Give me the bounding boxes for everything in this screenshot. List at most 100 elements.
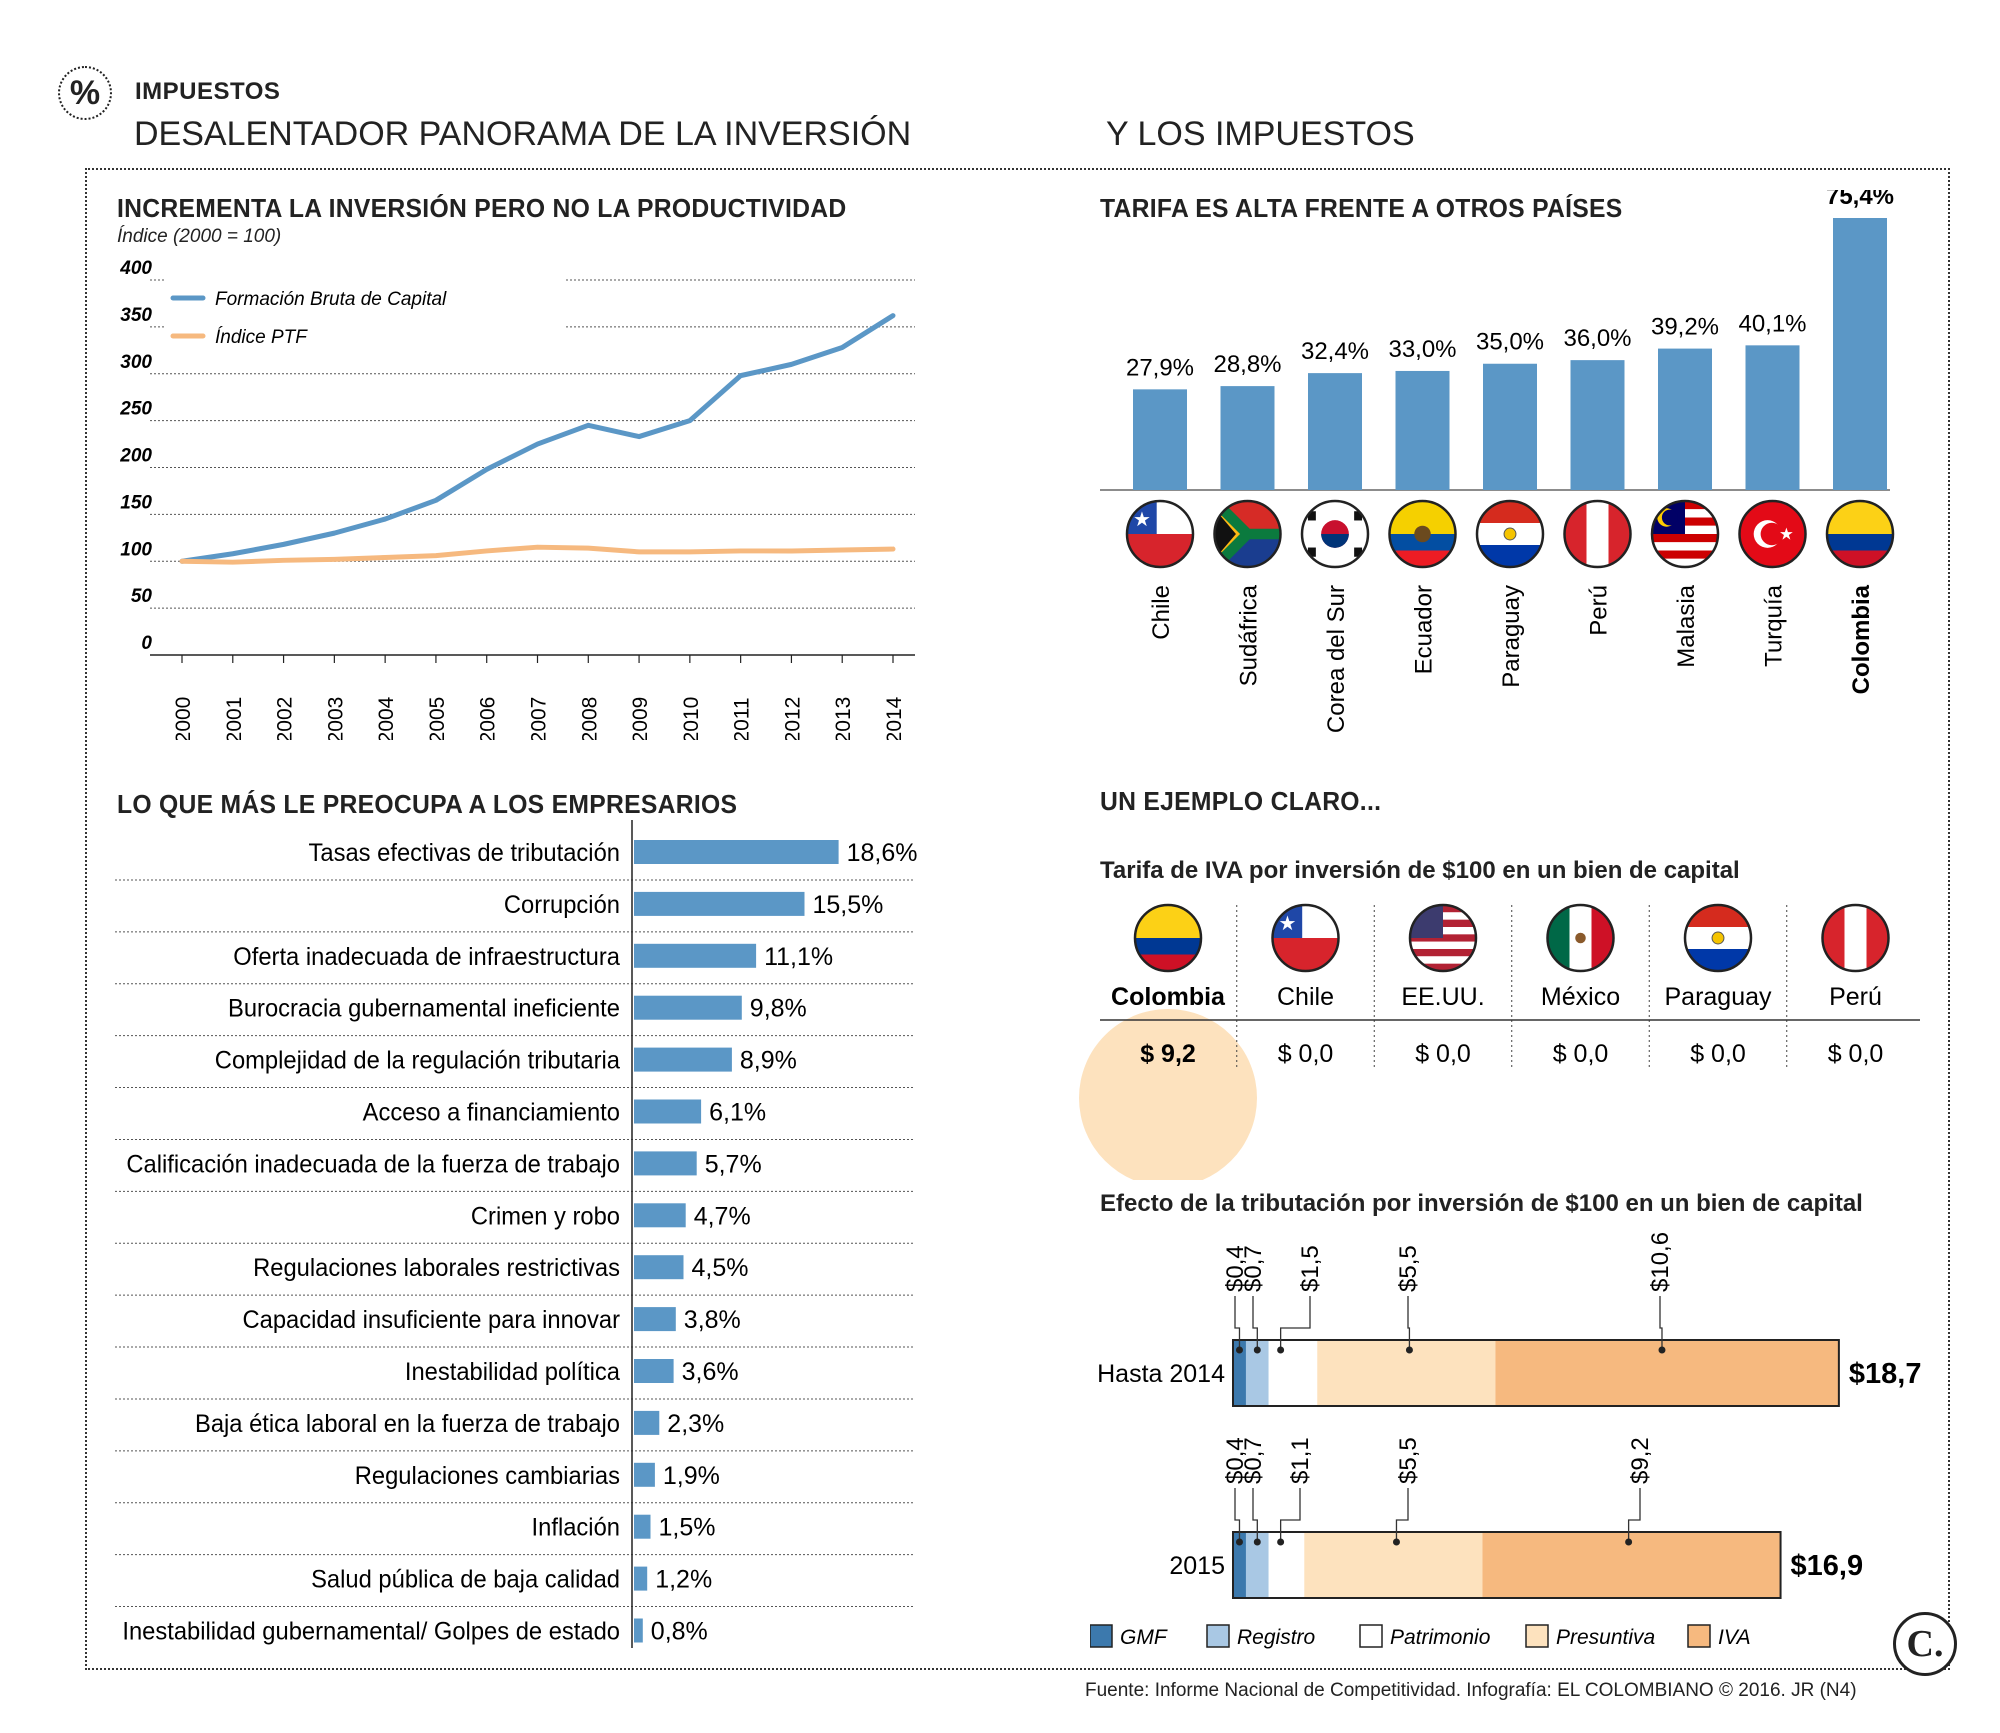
concern-value: 11,1% [764,943,833,971]
concern-label: Complejidad de la regulación tributaria [215,1047,621,1075]
concern-label: Oferta inadecuada de infraestructura [233,943,620,971]
iva-value: $ 0,0 [1553,1040,1609,1068]
y-tick-label: 350 [120,305,152,326]
concern-label: Burocracia gubernamental ineficiente [228,995,620,1023]
tarifa-chart: 27,9% ★ Chile 28,8% Sudáfrica 32,4% Corea del … [1100,190,1895,733]
concern-value: 2,3% [667,1410,724,1438]
bar-colombia [1833,218,1887,490]
bar-value-label: 27,9% [1126,354,1194,381]
concern-label: Crimen y robo [471,1203,620,1231]
iva-value: $ 0,0 [1415,1040,1471,1068]
concern-bar [634,840,839,864]
legend-label: Registro [1237,1626,1316,1649]
concern-label: Tasas efectivas de tributación [309,839,620,867]
efecto-chart: Hasta 2014 $18,7$0,4$0,7 $1,5 $5,5 $10,62015… [1090,1232,1921,1649]
flag-méxico-icon [1546,903,1615,973]
x-tick-label: 2009 [629,697,652,740]
segment-patrimonio [1268,1532,1305,1598]
legend-label: GMF [1120,1626,1168,1649]
country-label: Perú [1586,585,1613,636]
y-tick-label: 250 [119,399,152,420]
stack-outline [1232,1531,1782,1599]
concern-label: Inestabilidad gubernamental/ Golpes de e… [122,1618,620,1646]
concern-value: 4,5% [692,1254,749,1282]
x-tick-label: 2006 [477,697,500,740]
segment-value-label: $0,4 [1222,1245,1249,1292]
highlight-circle [1079,1009,1257,1180]
concern-label: Corrupción [504,891,620,919]
segment-value-label: $1,1 [1287,1437,1314,1484]
line-chart-subtitle: Índice (2000 = 100) [117,226,282,247]
leader-dot [1277,1346,1285,1354]
leader-dot [1625,1538,1633,1546]
segment-patrimonio [1268,1340,1318,1406]
x-tick-label: 2001 [223,697,246,740]
segment-gmf [1233,1532,1246,1598]
country-name: EE.UU. [1401,983,1484,1011]
bar-turquía [1745,345,1800,490]
concern-value: 5,7% [705,1150,762,1178]
y-tick-label: 400 [119,260,152,279]
segment-value-label: $1,5 [1297,1245,1324,1292]
concern-bar [634,1462,655,1487]
flag-malasia-icon [1650,499,1720,569]
concern-value: 15,5% [813,891,884,919]
concern-bar [634,1255,684,1280]
logo: C. [1893,1612,1957,1676]
country-label: Turquía [1761,584,1788,666]
segment-value-label: $0,7 [1240,1245,1267,1292]
leader-line [1279,1488,1301,1542]
iva-value: $ 0,0 [1828,1040,1884,1068]
y-tick-label: 50 [131,586,153,607]
leader-line [1252,1488,1258,1542]
page-title-right: Y LOS IMPUESTOS [1106,115,1415,153]
flag-chile-icon: ★ [1125,499,1195,569]
leader-line [1627,1488,1641,1542]
leader-line [1252,1296,1258,1350]
flag-sudáfrica-icon [1213,499,1282,569]
x-tick-label: 2004 [375,696,398,740]
flag-colombia-icon [1133,903,1203,973]
leader-dot [1235,1538,1243,1546]
bar-value-label: 33,0% [1388,336,1456,363]
legend-swatch [1687,1624,1711,1648]
iva-value: $ 0,0 [1278,1040,1334,1068]
leader-dot [1392,1538,1400,1546]
svg-text:★: ★ [1133,509,1151,531]
segment-iva [1495,1340,1839,1406]
line-chart: 0 50 100 150 200 250 300 350 400 2000 2001 2002 2003… [119,260,915,740]
legend-label: IVA [1718,1626,1751,1649]
stack-outline [1232,1339,1840,1407]
x-tick-label: 2013 [832,697,855,740]
concern-bar [634,1618,643,1643]
bar-value-label: 28,8% [1213,351,1281,378]
bar-value-label: 75,4% [1826,190,1894,210]
leader-line [1407,1296,1411,1350]
leader-dot [1658,1346,1666,1354]
section-label: IMPUESTOS [135,78,281,105]
concern-label: Regulaciones cambiarias [355,1462,620,1490]
country-label: Malasia [1673,584,1700,667]
concern-value: 3,8% [684,1306,741,1334]
leader-dot [1253,1346,1261,1354]
iva-value: $ 0,0 [1690,1040,1746,1068]
x-tick-label: 2007 [528,697,551,740]
preocupa-chart-title: LO QUE MÁS LE PREOCUPA A LOS EMPRESARIOS [117,789,738,819]
leader-dot [1405,1346,1413,1354]
bar-perú [1570,360,1625,490]
segment-value-label: $0,7 [1240,1437,1267,1484]
concern-bar [634,1410,660,1435]
flag-ecuador-icon [1388,499,1457,569]
source-note: Fuente: Informe Nacional de Competitivid… [1085,1680,1857,1701]
series-line-ptf [179,544,896,565]
concern-value: 1,9% [663,1462,720,1490]
leader-line [1395,1488,1409,1542]
segment-value-label: $9,2 [1627,1437,1654,1484]
stack-total: $16,9 [1791,1550,1864,1582]
concern-label: Acceso a financiamiento [363,1099,620,1127]
flag-colombia-icon [1825,499,1895,569]
flag-ee-uu--icon [1408,903,1478,973]
leader-line [1234,1296,1241,1350]
flag-perú-icon [1821,903,1890,973]
concern-bar [634,1566,648,1591]
